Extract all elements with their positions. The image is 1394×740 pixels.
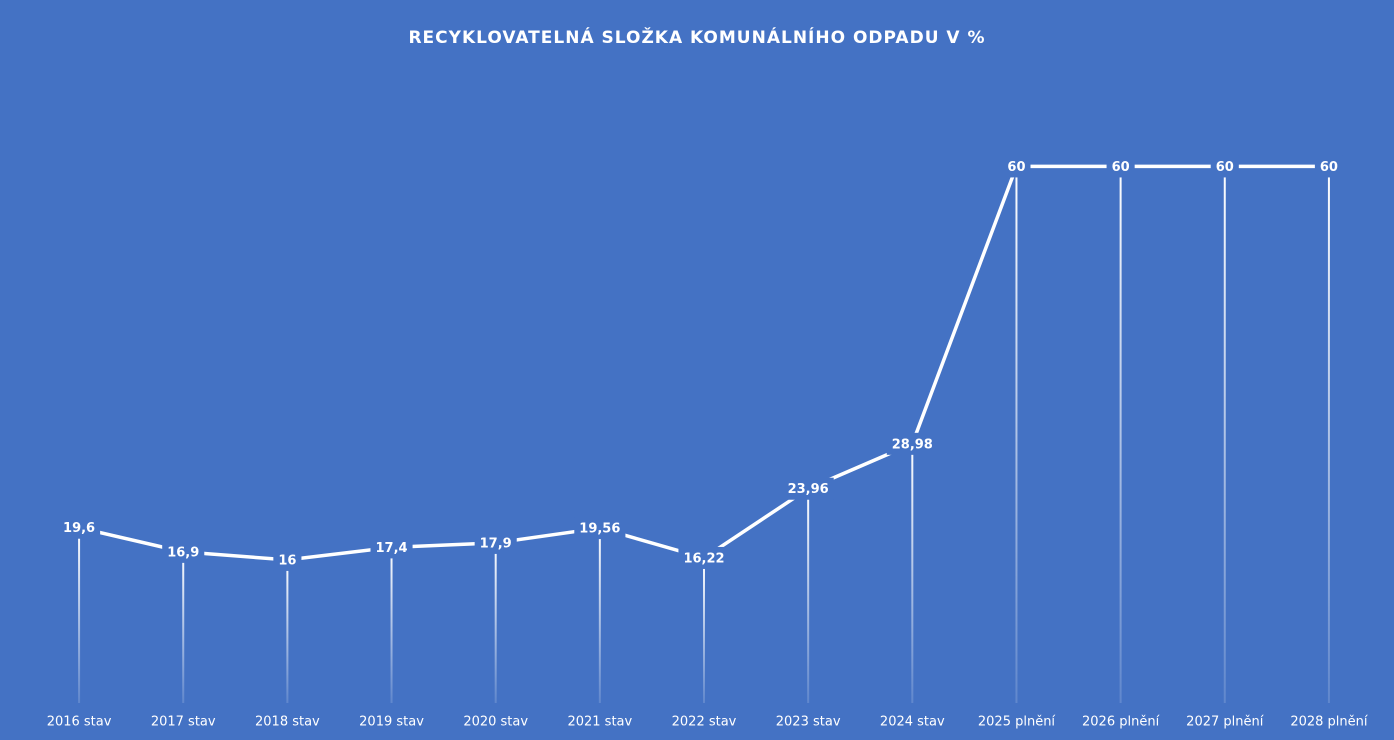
x-tick-label: 2027 plnění xyxy=(1186,715,1264,730)
data-label: 17,4 xyxy=(375,541,407,556)
x-tick-label: 2019 stav xyxy=(359,715,424,730)
x-tick-label: 2026 plnění xyxy=(1082,715,1160,730)
data-label: 60 xyxy=(1007,160,1025,175)
drop-line xyxy=(703,557,705,703)
data-label: 19,56 xyxy=(579,522,620,537)
data-label: 28,98 xyxy=(892,437,933,452)
x-tick-label: 2022 stav xyxy=(672,715,737,730)
label-bg xyxy=(886,432,938,455)
data-label: 23,96 xyxy=(788,482,829,497)
data-line xyxy=(78,164,1329,562)
drop-line xyxy=(911,443,914,703)
label-bg xyxy=(58,516,101,539)
label-bg xyxy=(782,477,834,500)
x-tick-label: 2016 stav xyxy=(47,715,112,730)
data-label: 16,22 xyxy=(683,551,724,566)
x-tick-label: 2020 stav xyxy=(463,715,528,730)
data-label: 16 xyxy=(278,553,296,568)
drop-line xyxy=(286,559,289,703)
drop-line xyxy=(1327,166,1330,703)
data-label: 19,6 xyxy=(63,521,95,536)
data-label: 17,9 xyxy=(480,536,512,551)
label-bg xyxy=(370,536,413,559)
drop-line xyxy=(807,488,810,703)
label-bg xyxy=(678,546,730,569)
label-bg xyxy=(474,531,517,554)
drop-line xyxy=(1119,166,1122,703)
label-bg xyxy=(273,548,302,571)
drop-line xyxy=(78,527,81,703)
drop-line xyxy=(494,542,497,703)
drop-line xyxy=(182,551,185,703)
x-tick-label: 2017 stav xyxy=(151,715,216,730)
chart-title: RECYKLOVATELNÁ SLOŽKA KOMUNÁLNÍHO ODPADU… xyxy=(408,26,985,48)
x-tick-label: 2025 plnění xyxy=(978,715,1056,730)
label-bg xyxy=(162,540,205,563)
x-tick-label: 2024 stav xyxy=(880,715,945,730)
label-bg xyxy=(1106,155,1135,178)
drop-line xyxy=(390,547,393,703)
drop-line xyxy=(1223,166,1226,703)
data-label: 60 xyxy=(1112,160,1130,175)
data-label: 60 xyxy=(1320,160,1338,175)
drop-line xyxy=(598,528,601,703)
label-bg xyxy=(1210,155,1239,178)
label-bg xyxy=(1314,155,1343,178)
data-label: 16,9 xyxy=(167,545,199,560)
x-tick-label: 2021 stav xyxy=(567,715,632,730)
label-bg xyxy=(1002,155,1031,178)
data-label: 60 xyxy=(1216,160,1234,175)
x-tick-label: 2023 stav xyxy=(776,715,841,730)
label-bg xyxy=(574,517,626,540)
drop-line xyxy=(1015,166,1018,703)
x-tick-label: 2028 plnění xyxy=(1290,715,1368,730)
x-tick-label: 2018 stav xyxy=(255,715,320,730)
